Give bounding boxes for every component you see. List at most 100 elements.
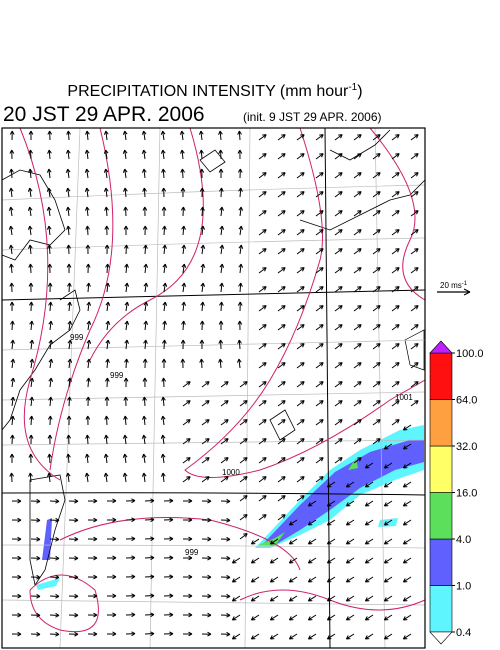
wind-arrow — [391, 267, 400, 274]
wind-arrow — [364, 481, 374, 488]
wind-arrow — [29, 396, 35, 407]
wind-arrow — [125, 593, 136, 599]
wind-arrow — [364, 633, 374, 640]
wind-arrow — [123, 396, 129, 407]
wind-arrow — [11, 555, 22, 561]
wind-arrow — [383, 614, 393, 621]
wind-arrow — [87, 555, 98, 561]
wind-arrow — [182, 593, 193, 599]
wind-arrow — [288, 576, 298, 583]
wind-arrow — [65, 149, 71, 160]
wind-arrow — [68, 498, 79, 504]
title: PRECIPITATION INTENSITY (mm hour-1) — [67, 82, 362, 100]
wind-arrow — [219, 301, 224, 312]
wind-arrow — [353, 362, 362, 369]
wind-arrow — [28, 168, 33, 179]
wind-arrow — [258, 400, 267, 407]
wind-arrow — [85, 434, 90, 445]
wind-arrow — [315, 400, 324, 407]
wind-arrow — [141, 453, 147, 464]
wind-arrow — [10, 377, 16, 388]
wind-arrow — [123, 415, 128, 426]
wind-arrow — [87, 517, 98, 523]
wind-arrow — [28, 282, 34, 293]
wind-arrow — [218, 149, 224, 160]
wind-arrow — [239, 476, 248, 483]
wind-arrow — [182, 438, 191, 445]
wind-arrow — [123, 377, 129, 388]
wind-arrow — [181, 263, 187, 274]
colorbar-bin — [429, 352, 453, 400]
wind-arrow — [353, 153, 362, 160]
wind-arrow — [104, 377, 110, 388]
wind-arrow — [180, 187, 186, 198]
wind-arrow — [410, 134, 419, 141]
wind-arrow — [201, 400, 210, 407]
wind-arrow — [372, 229, 381, 236]
wind-arrow — [200, 225, 206, 236]
wind-arrow — [9, 130, 15, 141]
precip-moderate — [42, 518, 52, 560]
wind-arrow — [46, 225, 52, 236]
wind-arrow — [218, 168, 224, 179]
wind-arrow — [334, 400, 343, 407]
wind-arrow — [48, 320, 54, 331]
wind-arrow — [402, 462, 412, 469]
wind-arrow — [383, 443, 393, 450]
colorbar-bin — [429, 399, 453, 447]
wind-arrow — [307, 595, 317, 602]
wind-arrow — [391, 134, 400, 141]
wind-arrow — [160, 472, 166, 483]
wind-arrow — [47, 453, 52, 464]
wind-arrow — [11, 536, 22, 542]
wind-arrow — [296, 191, 305, 198]
wind-arrow — [410, 343, 419, 350]
wind-arrow — [27, 225, 33, 236]
precip-moderate — [262, 440, 424, 545]
wind-arrow — [67, 358, 73, 369]
wind-arrow — [8, 187, 14, 198]
wind-arrow — [86, 301, 92, 312]
wind-vectors — [8, 130, 419, 640]
wind-arrow — [296, 248, 305, 255]
wind-arrow — [162, 320, 167, 331]
wind-arrow — [47, 282, 53, 293]
wind-arrow — [364, 538, 374, 545]
wind-arrow — [296, 362, 305, 369]
wind-arrow — [250, 633, 260, 640]
wind-arrow — [28, 149, 33, 160]
wind-arrow — [372, 343, 381, 350]
wind-arrow — [144, 574, 155, 580]
wind-arrow — [124, 320, 130, 331]
wind-arrow — [47, 149, 52, 160]
wind-arrow — [364, 519, 374, 526]
wind-arrow — [277, 248, 286, 255]
wind-arrow — [160, 130, 166, 141]
wind-arrow — [200, 301, 205, 312]
wind-arrow — [258, 457, 267, 464]
wind-arrow — [315, 134, 324, 141]
wind-arrow — [345, 595, 355, 602]
wind-arrow — [161, 206, 167, 217]
wind-arrow — [410, 229, 419, 236]
wind-arrow — [8, 206, 14, 217]
wind-arrow — [372, 191, 381, 198]
wind-arrow — [182, 457, 191, 464]
wind-arrow — [334, 324, 343, 331]
wind-arrow — [28, 301, 34, 312]
wind-arrow — [106, 631, 117, 637]
wind-arrow — [277, 191, 286, 198]
wind-arrow — [237, 339, 242, 350]
wind-arrow — [47, 472, 52, 483]
wind-arrow — [372, 286, 381, 293]
wind-arrow — [66, 415, 72, 426]
wind-arrow — [277, 153, 286, 160]
wind-arrow — [144, 498, 155, 504]
wind-arrow — [410, 248, 419, 255]
wind-arrow — [28, 263, 33, 274]
wind-arrow — [84, 187, 90, 198]
wind-arrow — [250, 557, 260, 564]
wind-arrow — [364, 614, 374, 621]
wind-arrow — [258, 514, 267, 521]
